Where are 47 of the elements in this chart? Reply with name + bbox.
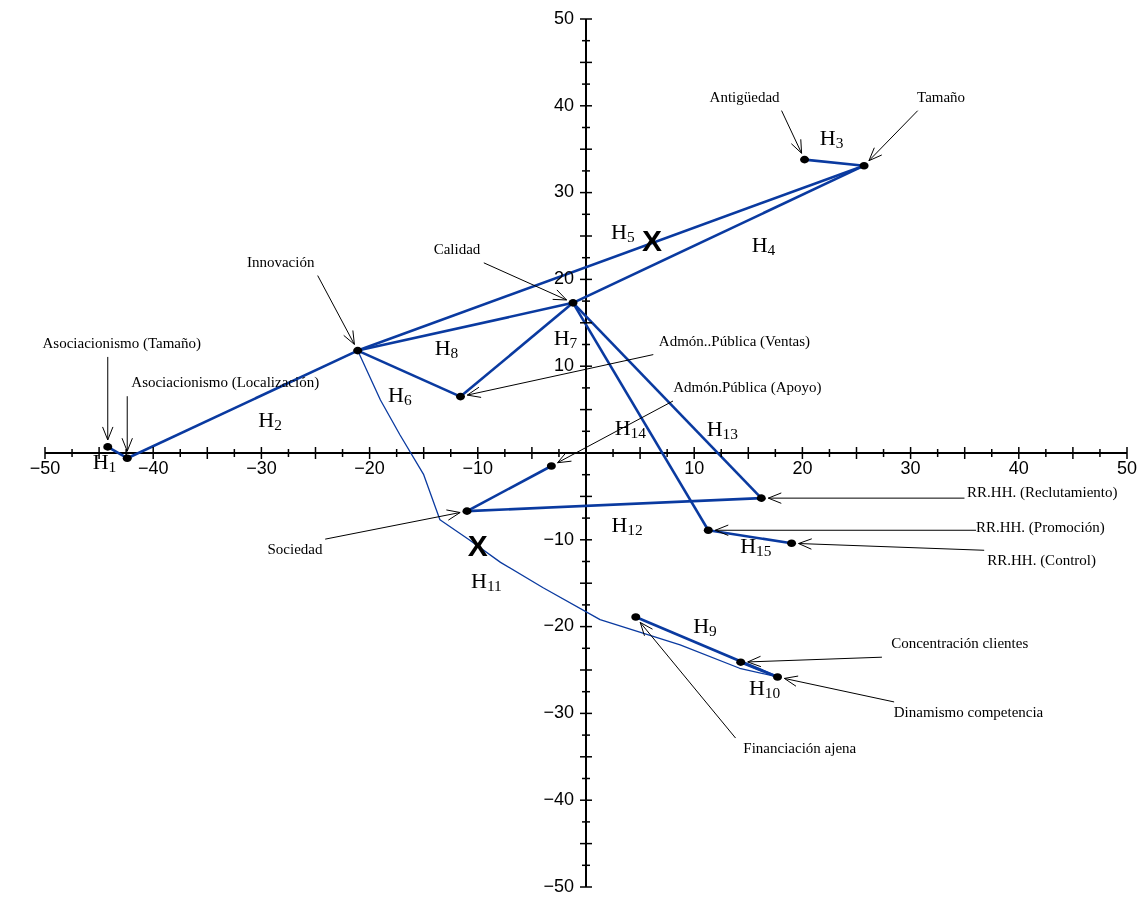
annotation: Admón.Pública (Apoyo) [673, 379, 822, 397]
annotation: Innovación [246, 254, 315, 271]
y-tick-label: −10 [543, 528, 574, 549]
annotation: Antigüedad [709, 89, 781, 106]
annotation: H$_{12}$ [611, 511, 643, 538]
annotation: Asociacionismo (Tamaño) [42, 335, 202, 353]
x-tick-label: −10 [462, 457, 494, 478]
y-tick-label: 30 [553, 181, 574, 202]
annotation: H$_{13}$ [706, 416, 739, 443]
annotation: RR.HH. (Control) [987, 552, 1096, 570]
x-tick-label: −20 [354, 457, 385, 478]
annotation: H$_{11}$ [471, 568, 502, 595]
annotation: H$_{8}$ [434, 334, 459, 361]
annotation: H$_{1}$ [92, 449, 117, 476]
annotation: Sociedad [267, 541, 323, 558]
annotation: H$_{4}$ [751, 232, 776, 259]
annotation: H$_{9}$ [693, 613, 718, 640]
y-tick-label: −40 [543, 788, 574, 809]
annotation: H$_{2}$ [258, 406, 282, 433]
x-tick-label: 40 [1008, 457, 1029, 478]
annotation: Tamaño [917, 89, 966, 106]
y-tick-label: 10 [553, 354, 574, 375]
annotation: Financiación ajena [743, 740, 857, 757]
x-tick-label: 30 [900, 457, 921, 478]
x-tick-label: −50 [29, 457, 61, 478]
annotation: Concentración clientes [891, 635, 1029, 652]
annotation: RR.HH. (Reclutamiento) [967, 484, 1118, 502]
y-tick-label: 50 [553, 7, 574, 28]
y-tick-label: −50 [543, 875, 574, 896]
annotation: H$_{5}$ [610, 219, 635, 246]
x-tick-label: 50 [1116, 457, 1138, 478]
x-tick-label: −40 [137, 457, 169, 478]
annotation: H$_{3}$ [819, 124, 844, 151]
annotation: H$_{15}$ [740, 532, 772, 559]
x-tick-label: −30 [246, 457, 277, 478]
y-tick-label: −20 [543, 615, 574, 636]
annotation: H$_{6}$ [388, 381, 412, 408]
annotation: H$_{10}$ [748, 675, 781, 701]
annotation: H$_{7}$ [553, 325, 578, 352]
annotation: Dinamismo competencia [893, 704, 1044, 721]
annotation: RR.HH. (Promoción) [975, 519, 1105, 537]
y-tick-label: −30 [543, 702, 574, 723]
y-tick-label: 40 [553, 94, 574, 115]
annotation: Admón..Pública (Ventas) [658, 333, 811, 351]
x-tick-label: 20 [792, 457, 813, 478]
x-tick-label: 10 [684, 457, 705, 478]
annotation: Calidad [433, 241, 481, 258]
